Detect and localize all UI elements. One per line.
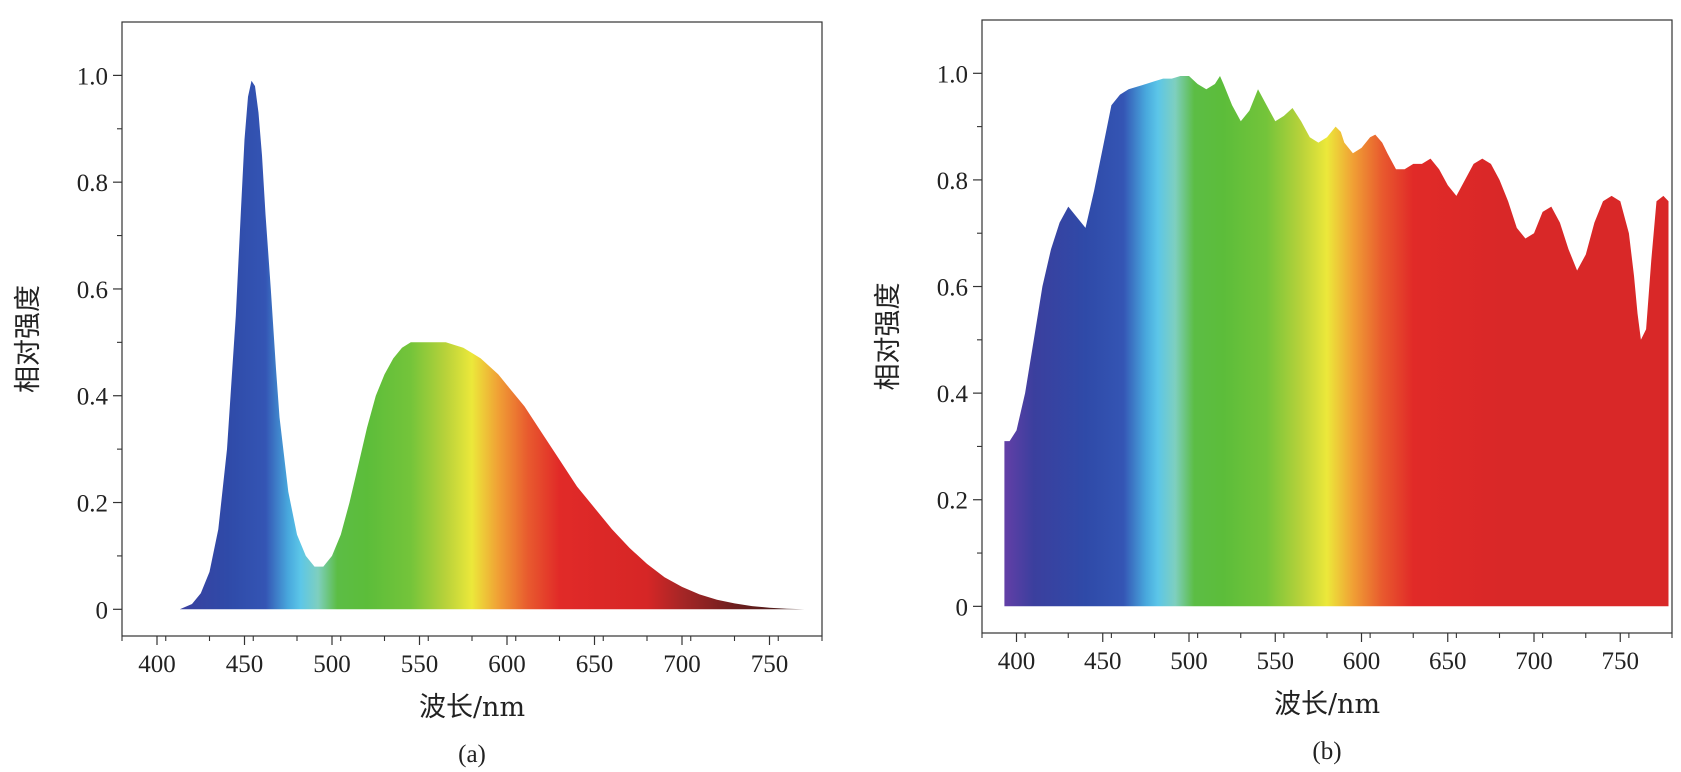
y-axis-title-b: 相对强度	[873, 283, 904, 391]
x-axis-title-b: 波长/nm	[1274, 689, 1380, 720]
spectrum-area	[179, 80, 805, 610]
y-axis-title-a: 相对强度	[13, 285, 44, 393]
y-tick-label: 0.4	[937, 381, 969, 408]
y-tick-label: 0.6	[77, 277, 108, 304]
y-tick-label: 0.2	[77, 491, 108, 518]
y-tick-label: 0.8	[77, 170, 108, 197]
y-tick-label: 0.2	[937, 488, 968, 515]
panel-label-b: (b)	[1312, 738, 1341, 765]
x-tick-label: 750	[1602, 648, 1640, 675]
chart-panel-b: 400 450 500 550 600 650 700 750 0 0.2 0.4 0.6 0.8 1.…	[873, 19, 1673, 765]
x-tick-label: 500	[313, 651, 351, 678]
y-tick-label: 0.8	[937, 168, 968, 195]
x-tick-label: 500	[1170, 648, 1208, 675]
y-tick-label: 1.0	[937, 61, 968, 88]
x-tick-label: 650	[1429, 648, 1467, 675]
spectrum-area	[1004, 76, 1669, 607]
panel-label-a: (a)	[458, 741, 486, 768]
y-tick-label: 0.6	[937, 275, 968, 302]
x-tick-label: 450	[226, 651, 264, 678]
y-tick-label: 0	[956, 594, 969, 621]
x-tick-label: 400	[998, 648, 1036, 675]
x-tick-label: 550	[401, 651, 439, 678]
x-tick-label: 550	[1257, 648, 1295, 675]
x-axis-b: 400 450 500 550 600 650 700 750	[981, 633, 1673, 675]
y-axis-b: 0 0.2 0.4 0.6 0.8 1.0	[937, 61, 982, 621]
plot-area-a	[179, 80, 805, 610]
x-tick-label: 750	[751, 651, 789, 678]
x-tick-label: 700	[663, 651, 701, 678]
x-tick-label: 650	[576, 651, 614, 678]
x-tick-label: 700	[1515, 648, 1553, 675]
y-tick-label: 0	[96, 597, 109, 624]
x-axis-a: 400 450 500 550 600 650 700 750	[121, 636, 823, 678]
y-axis-a: 0 0.2 0.4 0.6 0.8 1.0	[77, 63, 122, 624]
x-axis-title-a: 波长/nm	[419, 692, 525, 723]
x-tick-label: 400	[138, 651, 176, 678]
x-tick-label: 600	[1343, 648, 1381, 675]
y-tick-label: 1.0	[77, 63, 108, 90]
plot-area-b	[1004, 76, 1669, 607]
y-tick-label: 0.4	[77, 384, 109, 411]
chart-panel-a: 400 450 500 550 600 650 700 750 0 0.2 0.4 0.6 0.8 1.…	[13, 21, 823, 768]
x-tick-label: 450	[1084, 648, 1122, 675]
x-tick-label: 600	[488, 651, 526, 678]
